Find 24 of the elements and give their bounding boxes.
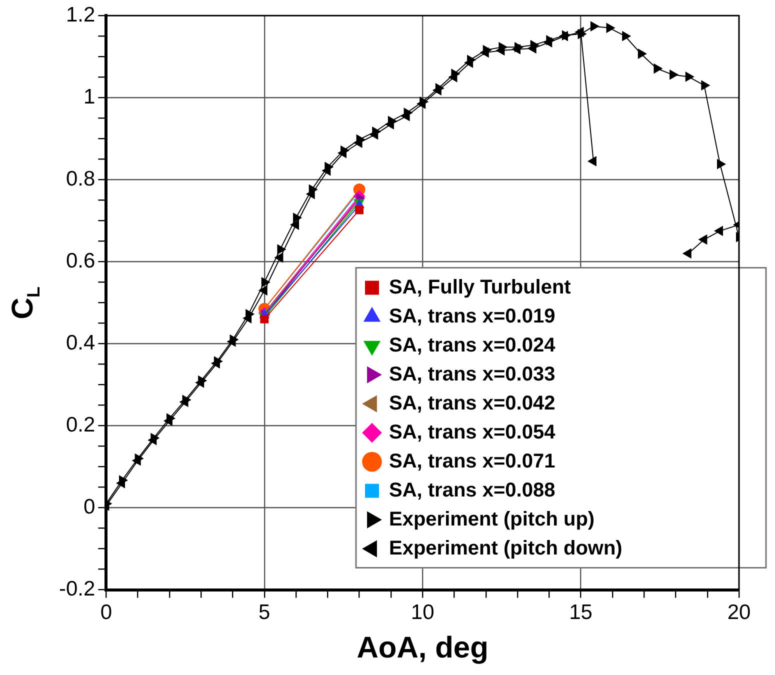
- legend-label: SA, trans x=0.019: [389, 305, 556, 328]
- y-tick-label: 0.8: [66, 167, 96, 190]
- x-tick-label: 20: [727, 601, 751, 624]
- legend-label: Experiment (pitch down): [389, 537, 622, 560]
- x-tick-label: 5: [258, 601, 270, 624]
- y-tick-label: 0.4: [66, 332, 96, 355]
- y-tick-label: 1: [84, 85, 96, 108]
- x-tick-label: 10: [410, 601, 434, 624]
- legend-label: SA, trans x=0.054: [389, 421, 556, 444]
- y-tick-label: -0.2: [59, 578, 96, 601]
- legend-label: SA, trans x=0.024: [389, 334, 556, 356]
- y-tick-label: 1.2: [66, 3, 96, 26]
- y-tick-label: 0.6: [66, 249, 96, 272]
- legend-label: SA, trans x=0.088: [389, 479, 556, 502]
- legend-label: Experiment (pitch up): [389, 508, 595, 530]
- legend-label: SA, trans x=0.071: [389, 450, 556, 472]
- x-tick-label: 0: [100, 601, 112, 624]
- y-tick-label: 0.2: [66, 414, 96, 437]
- x-axis-title: AoA, deg: [356, 631, 488, 664]
- legend-label: SA, Fully Turbulent: [389, 276, 572, 298]
- y-tick-label: 0: [84, 496, 96, 519]
- legend-label: SA, trans x=0.033: [389, 363, 556, 386]
- legend-label: SA, trans x=0.042: [389, 392, 556, 414]
- x-tick-label: 15: [569, 601, 592, 624]
